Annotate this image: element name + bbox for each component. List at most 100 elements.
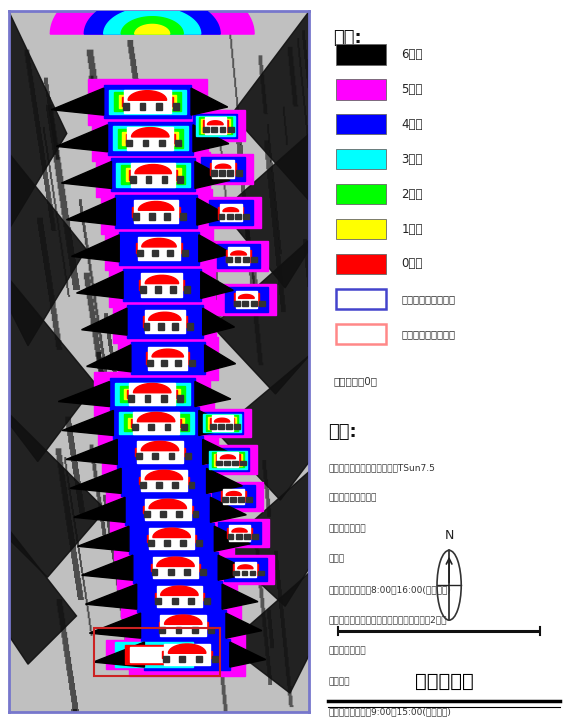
Polygon shape — [228, 247, 249, 265]
Polygon shape — [147, 535, 197, 542]
Polygon shape — [189, 360, 195, 366]
Polygon shape — [124, 389, 180, 399]
Polygon shape — [180, 213, 186, 220]
Polygon shape — [74, 497, 125, 523]
Text: 住宅：: 住宅： — [328, 555, 344, 563]
Polygon shape — [236, 170, 242, 175]
Polygon shape — [212, 656, 218, 662]
Polygon shape — [119, 232, 199, 265]
Polygon shape — [220, 204, 242, 221]
Polygon shape — [159, 140, 164, 146]
Polygon shape — [136, 453, 142, 459]
Polygon shape — [117, 436, 203, 467]
Polygon shape — [149, 213, 155, 220]
Polygon shape — [132, 425, 138, 430]
Polygon shape — [143, 140, 148, 146]
FancyBboxPatch shape — [336, 184, 386, 204]
Polygon shape — [9, 414, 105, 577]
FancyBboxPatch shape — [336, 289, 386, 309]
Polygon shape — [186, 111, 245, 141]
Polygon shape — [209, 201, 253, 225]
Polygon shape — [145, 470, 183, 480]
Polygon shape — [156, 557, 194, 566]
Polygon shape — [197, 198, 231, 225]
Polygon shape — [172, 103, 179, 110]
Polygon shape — [128, 91, 167, 100]
Polygon shape — [121, 575, 237, 619]
Text: 幼儿园：: 幼儿园： — [328, 677, 350, 686]
Polygon shape — [242, 571, 248, 576]
Polygon shape — [96, 153, 210, 198]
Polygon shape — [205, 482, 263, 510]
Polygon shape — [211, 126, 217, 132]
Polygon shape — [227, 534, 233, 539]
Polygon shape — [137, 249, 143, 257]
Polygon shape — [203, 414, 241, 432]
Polygon shape — [109, 379, 195, 409]
Polygon shape — [50, 0, 254, 34]
FancyBboxPatch shape — [336, 149, 386, 169]
Polygon shape — [156, 103, 162, 110]
Polygon shape — [121, 465, 206, 497]
Polygon shape — [141, 470, 187, 491]
Polygon shape — [123, 269, 201, 301]
Polygon shape — [115, 383, 190, 405]
Polygon shape — [199, 446, 257, 474]
Text: 日照标准日：大寒日: 日照标准日：大寒日 — [401, 294, 455, 304]
Polygon shape — [218, 214, 225, 219]
Polygon shape — [222, 497, 227, 502]
Text: 分析时间：冬至日9:00～15:00(真太阳时): 分析时间：冬至日9:00～15:00(真太阳时) — [328, 707, 451, 716]
Polygon shape — [135, 25, 170, 34]
Polygon shape — [179, 656, 185, 662]
Polygon shape — [128, 395, 134, 401]
Polygon shape — [152, 453, 158, 459]
Polygon shape — [141, 441, 179, 451]
Polygon shape — [210, 519, 269, 547]
Polygon shape — [113, 126, 188, 150]
Polygon shape — [144, 511, 150, 518]
Polygon shape — [213, 161, 234, 178]
Polygon shape — [205, 117, 226, 134]
Polygon shape — [235, 214, 241, 219]
Polygon shape — [148, 540, 154, 546]
Polygon shape — [131, 164, 175, 187]
Polygon shape — [160, 586, 198, 595]
Polygon shape — [137, 581, 222, 612]
Polygon shape — [214, 526, 250, 551]
Polygon shape — [162, 651, 212, 658]
Polygon shape — [135, 449, 185, 456]
FancyBboxPatch shape — [336, 114, 386, 134]
Text: 建筑底标高0米: 建筑底标高0米 — [333, 376, 377, 386]
Polygon shape — [149, 528, 194, 550]
Polygon shape — [244, 534, 250, 539]
Polygon shape — [139, 103, 146, 110]
Polygon shape — [168, 453, 174, 459]
Polygon shape — [185, 286, 190, 293]
Polygon shape — [201, 569, 206, 575]
Polygon shape — [172, 598, 178, 604]
Polygon shape — [251, 257, 257, 262]
Polygon shape — [201, 197, 261, 228]
Polygon shape — [123, 103, 129, 110]
Polygon shape — [155, 593, 204, 601]
Polygon shape — [130, 177, 136, 183]
Polygon shape — [121, 17, 183, 34]
Polygon shape — [210, 497, 246, 523]
Polygon shape — [192, 627, 198, 633]
Polygon shape — [116, 163, 190, 187]
Polygon shape — [227, 214, 233, 219]
Polygon shape — [135, 200, 178, 223]
Polygon shape — [227, 528, 252, 538]
Polygon shape — [184, 569, 190, 575]
Polygon shape — [218, 206, 244, 219]
Polygon shape — [181, 425, 187, 430]
Text: 分析软件：天正日照分析软件TSun7.5: 分析软件：天正日照分析软件TSun7.5 — [328, 463, 435, 472]
Polygon shape — [167, 249, 173, 257]
Polygon shape — [168, 644, 206, 654]
Polygon shape — [236, 534, 242, 539]
Polygon shape — [156, 586, 202, 607]
Polygon shape — [211, 452, 244, 467]
Polygon shape — [134, 412, 179, 433]
Text: 2小时: 2小时 — [401, 188, 423, 201]
Polygon shape — [125, 645, 183, 664]
